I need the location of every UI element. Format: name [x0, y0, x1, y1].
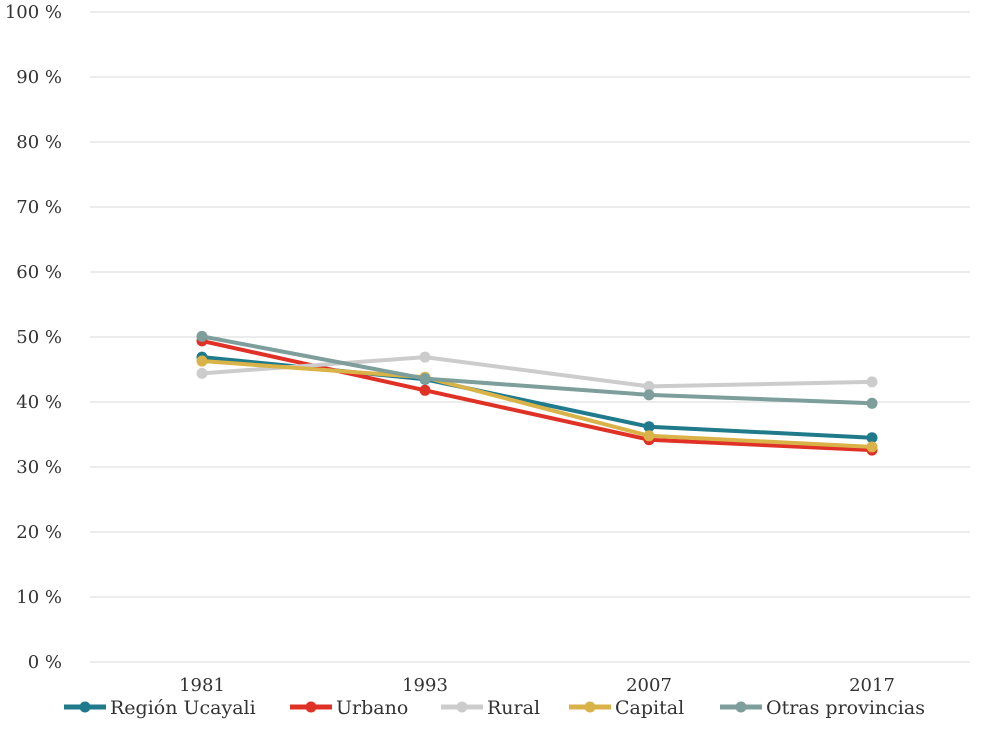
y-tick-label: 100 % — [5, 2, 62, 23]
legend-item: Capital — [569, 697, 684, 719]
data-point — [196, 330, 208, 342]
legend-item: Región Ucayali — [64, 697, 256, 719]
x-tick-label: 2007 — [626, 675, 672, 696]
data-point — [419, 384, 431, 396]
series-rural — [196, 351, 878, 392]
y-tick-label: 60 % — [16, 262, 62, 283]
legend-swatch-marker — [79, 701, 91, 713]
legend-label: Urbano — [336, 697, 408, 719]
y-tick-label: 50 % — [16, 327, 62, 348]
legend-swatch-marker — [305, 701, 317, 713]
legend-label: Rural — [487, 697, 540, 719]
y-tick-label: 30 % — [16, 457, 62, 478]
legend-item: Rural — [441, 697, 540, 719]
y-tick-label: 0 % — [28, 652, 62, 673]
x-tick-label: 1981 — [179, 675, 225, 696]
y-tick-label: 70 % — [16, 197, 62, 218]
data-point — [866, 432, 878, 444]
data-point — [643, 389, 655, 401]
data-point — [866, 441, 878, 453]
x-tick-label: 2017 — [849, 675, 895, 696]
legend-item: Otras provincias — [720, 697, 925, 719]
series-line — [200, 334, 874, 406]
series-line — [200, 359, 874, 449]
data-point — [866, 376, 878, 388]
y-tick-label: 40 % — [16, 392, 62, 413]
series-line — [200, 355, 874, 389]
legend-label: Capital — [615, 697, 684, 719]
data-point — [643, 380, 655, 392]
x-tick-label: 1993 — [402, 675, 448, 696]
data-point — [643, 430, 655, 442]
data-point — [196, 355, 208, 367]
data-point — [196, 367, 208, 379]
legend: Región Ucayali Urbano Rural Capital Otras pr… — [64, 697, 925, 719]
legend-label: Otras provincias — [766, 697, 925, 719]
legend-swatch-marker — [735, 701, 747, 713]
y-tick-label: 20 % — [16, 522, 62, 543]
legend-label: Región Ucayali — [110, 697, 256, 719]
y-tick-label: 90 % — [16, 67, 62, 88]
x-axis-tick-labels: 1981 1993 2007 2017 — [179, 675, 895, 696]
legend-swatch-marker — [456, 701, 468, 713]
data-point — [419, 351, 431, 363]
data-point — [419, 373, 431, 385]
data-point — [866, 397, 878, 409]
data-point — [643, 421, 655, 433]
y-tick-label: 10 % — [16, 587, 62, 608]
legend-item: Urbano — [290, 697, 408, 719]
y-tick-label: 80 % — [16, 132, 62, 153]
legend-swatch-marker — [584, 701, 596, 713]
series-otras-provincias — [196, 330, 878, 409]
gridlines — [90, 11, 970, 663]
series-lines — [196, 330, 878, 456]
y-axis-tick-labels: 0 % 10 % 20 % 30 % 40 % 50 % 60 % 70 % 80 % 90 % 1… — [5, 2, 62, 673]
